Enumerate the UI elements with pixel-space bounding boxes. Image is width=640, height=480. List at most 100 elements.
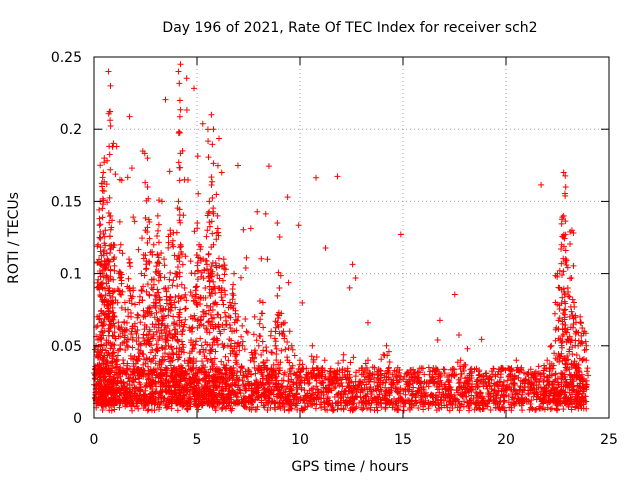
data-point (162, 402, 169, 409)
data-point (567, 240, 574, 247)
data-point (144, 155, 151, 162)
data-point (181, 176, 188, 183)
data-point (300, 396, 307, 403)
data-point (207, 303, 214, 310)
data-point (228, 337, 235, 344)
data-point (232, 379, 239, 386)
data-point (209, 178, 216, 185)
data-point (255, 342, 262, 349)
data-point (365, 400, 372, 407)
data-point (193, 358, 200, 365)
data-point (475, 383, 482, 390)
data-point (335, 376, 342, 383)
data-point (154, 212, 161, 219)
data-point (165, 378, 172, 385)
data-point (254, 389, 261, 396)
data-point (158, 366, 165, 373)
data-point (353, 388, 360, 395)
data-point (258, 399, 265, 406)
data-point (164, 396, 171, 403)
data-point (182, 305, 189, 312)
chart-title: Day 196 of 2021, Rate Of TEC Index for r… (162, 20, 537, 36)
data-point (561, 307, 568, 314)
data-point (156, 197, 163, 204)
data-point (303, 397, 310, 404)
data-point (175, 198, 182, 205)
data-point (318, 398, 325, 405)
data-point (151, 292, 158, 299)
data-point (519, 407, 526, 414)
data-point (145, 406, 152, 413)
data-point (205, 387, 212, 394)
data-point (216, 390, 223, 397)
data-point (568, 406, 575, 413)
data-point (99, 407, 106, 414)
data-point (98, 341, 105, 348)
data-point (266, 395, 273, 402)
data-point (348, 385, 355, 392)
data-point (220, 256, 227, 263)
data-point (326, 370, 333, 377)
data-point (344, 368, 351, 375)
data-point (190, 383, 197, 390)
data-point (225, 313, 232, 320)
data-point (583, 368, 590, 375)
data-point (471, 366, 478, 373)
data-point (176, 80, 183, 87)
data-point (179, 328, 186, 335)
data-point (264, 256, 271, 263)
data-point (142, 360, 149, 367)
data-point (397, 231, 404, 238)
data-point (154, 251, 161, 258)
data-point (175, 68, 182, 75)
data-point (256, 332, 263, 339)
data-point (256, 297, 263, 304)
data-point (272, 381, 279, 388)
data-point (198, 321, 205, 328)
data-point (211, 355, 218, 362)
data-point (237, 390, 244, 397)
data-point (547, 406, 554, 413)
data-point (242, 315, 249, 322)
data-point (135, 312, 142, 319)
data-point (302, 375, 309, 382)
data-point (218, 169, 225, 176)
data-point (311, 400, 318, 407)
data-point (478, 336, 485, 343)
data-point (241, 384, 248, 391)
data-point (97, 281, 104, 288)
data-point (253, 378, 260, 385)
data-point (286, 328, 293, 335)
data-point (119, 340, 126, 347)
data-point (479, 406, 486, 413)
data-point (423, 380, 430, 387)
data-point (275, 323, 282, 330)
data-point (392, 385, 399, 392)
data-point (324, 393, 331, 400)
y-tick-label: 0.05 (51, 339, 82, 355)
data-point (295, 222, 302, 229)
data-point (349, 390, 356, 397)
data-point (342, 374, 349, 381)
data-point (568, 308, 575, 315)
data-point (125, 343, 132, 350)
data-point (304, 403, 311, 410)
data-point (240, 381, 247, 388)
data-point (393, 400, 400, 407)
data-point (468, 392, 475, 399)
data-point (131, 370, 138, 377)
data-point (230, 292, 237, 299)
data-point (284, 194, 291, 201)
data-point (380, 379, 387, 386)
data-point (157, 302, 164, 309)
data-point (134, 366, 141, 373)
data-point (265, 372, 272, 379)
data-point (269, 398, 276, 405)
data-point (535, 370, 542, 377)
data-point (318, 404, 325, 411)
data-point (181, 357, 188, 364)
data-point (236, 347, 243, 354)
data-point (265, 400, 272, 407)
data-point (210, 205, 217, 212)
data-point (495, 368, 502, 375)
